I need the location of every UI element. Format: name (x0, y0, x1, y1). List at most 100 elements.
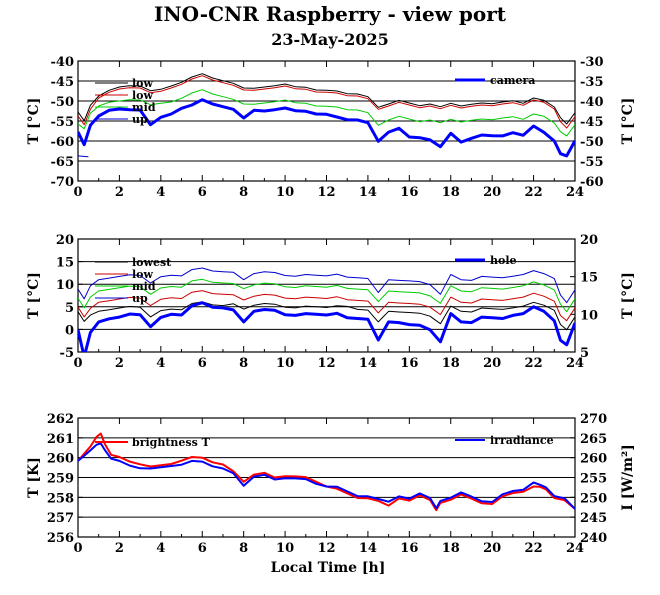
brightness-panel: 0 2 4 6 8 10 12 14 16 18 20 22 242562572582592602612… (26, 412, 636, 556)
series-line-mid (78, 278, 575, 313)
x-tick-label: 2 (115, 356, 124, 371)
y2-tick-label: -60 (580, 175, 604, 190)
x-tick-label: 16 (400, 185, 418, 200)
y2-tick-label: -45 (580, 115, 604, 130)
y-tick-label: -45 (51, 75, 75, 90)
x-tick-label: 10 (276, 185, 294, 200)
y2-tick-label: 15 (580, 271, 598, 286)
x-tick-label: 2 (115, 541, 124, 556)
x-tick-label: 16 (400, 541, 418, 556)
legend-label: low (132, 77, 154, 90)
y2-tick-label: 255 (580, 472, 607, 487)
x-tick-label: 4 (156, 356, 165, 371)
y-tick-label: 261 (47, 432, 74, 447)
y-axis-label: T [°C] (26, 272, 42, 319)
series-line-lowest (78, 301, 575, 331)
x-tick-label: 16 (400, 356, 418, 371)
x-tick-label: 24 (566, 356, 584, 371)
camera-panel: 0 2 4 6 8 10 12 14 16 18 20 22 24-70-65-60-55-50-45-… (26, 55, 636, 200)
x-tick-label: 20 (483, 185, 501, 200)
y2-tick-label: 260 (580, 452, 607, 467)
series-line-camera (78, 98, 575, 158)
y2-tick-label: 270 (580, 412, 607, 427)
y2-tick-label: -30 (580, 55, 604, 70)
legend-label: irradiance (490, 434, 554, 447)
y-tick-label: -55 (51, 115, 75, 130)
series-line-irradiance (78, 442, 575, 510)
y-tick-label: 0 (65, 323, 74, 338)
y-tick-label: -50 (51, 95, 75, 110)
x-tick-label: 12 (317, 356, 335, 371)
x-tick-label: 18 (442, 541, 460, 556)
y-tick-label: -70 (51, 175, 75, 190)
y-axis-label: T [°C] (26, 98, 42, 145)
hole-panel: 0 2 4 6 8 10 12 14 16 18 20 22 24-5051015205101520T … (26, 233, 636, 371)
x-tick-label: 0 (73, 541, 82, 556)
legend-label: hole (490, 254, 517, 267)
x-tick-label: 8 (239, 356, 248, 371)
y-tick-label: -5 (60, 346, 74, 361)
y-tick-label: 260 (47, 452, 74, 467)
series-line-low (78, 290, 575, 322)
series-line-low (78, 73, 575, 125)
y-tick-label: -65 (51, 155, 75, 170)
x-tick-label: 12 (317, 185, 335, 200)
y-tick-label: -60 (51, 135, 75, 150)
y2-tick-label: -35 (580, 75, 604, 90)
y2-tick-label: 10 (580, 308, 598, 323)
y2-tick-label: 265 (580, 432, 607, 447)
y2-tick-label: -55 (580, 155, 604, 170)
y-tick-label: -40 (51, 55, 75, 70)
x-tick-label: 8 (239, 541, 248, 556)
x-tick-label: 18 (442, 356, 460, 371)
legend-label: brightness T (132, 436, 211, 449)
x-tick-label: 22 (525, 541, 543, 556)
x-tick-label: 22 (525, 185, 543, 200)
y2-axis-label: I [W/m²] (620, 444, 636, 510)
x-tick-label: 12 (317, 541, 335, 556)
y2-tick-label: 240 (580, 531, 607, 546)
x-tick-label: 10 (276, 541, 294, 556)
y-tick-label: 258 (47, 491, 74, 506)
figure-date: 23-May-2025 (271, 30, 388, 49)
y2-tick-label: 245 (580, 511, 607, 526)
y2-axis-label: T [°C] (620, 272, 636, 319)
y-tick-label: 10 (56, 278, 74, 293)
legend-label: up (132, 113, 148, 126)
x-tick-label: 24 (566, 541, 584, 556)
x-tick-label: 0 (73, 185, 82, 200)
legend-label: mid (132, 280, 156, 293)
y-tick-label: 259 (47, 472, 74, 487)
x-tick-label: 6 (198, 356, 207, 371)
legend-label: low (132, 268, 154, 281)
y2-axis-label: T [°C] (620, 98, 636, 145)
y-tick-label: 257 (47, 511, 74, 526)
legend-label: camera (490, 74, 535, 87)
y-tick-label: 15 (56, 256, 74, 271)
x-tick-label: 6 (198, 541, 207, 556)
y-tick-label: 20 (56, 233, 74, 248)
x-tick-label: 20 (483, 541, 501, 556)
y2-tick-label: 5 (580, 346, 589, 361)
x-tick-label: 6 (198, 185, 207, 200)
series-line-up (78, 267, 575, 304)
x-tick-label: 8 (239, 185, 248, 200)
x-tick-label: 14 (359, 185, 377, 200)
y-tick-label: 5 (65, 301, 74, 316)
legend-label: up (132, 292, 148, 305)
series-line-mid (78, 89, 575, 137)
x-tick-label: 0 (73, 356, 82, 371)
series-line-low (78, 75, 575, 129)
y2-tick-label: 250 (580, 491, 607, 506)
plot-area (78, 432, 575, 512)
x-tick-label: 4 (156, 541, 165, 556)
x-tick-label: 14 (359, 541, 377, 556)
legend-label: lowest (132, 256, 172, 269)
x-axis-label: Local Time [h] (271, 560, 386, 576)
x-tick-label: 20 (483, 356, 501, 371)
y2-tick-label: 20 (580, 233, 598, 248)
x-tick-label: 14 (359, 356, 377, 371)
y2-tick-label: -40 (580, 95, 604, 110)
x-tick-label: 22 (525, 356, 543, 371)
